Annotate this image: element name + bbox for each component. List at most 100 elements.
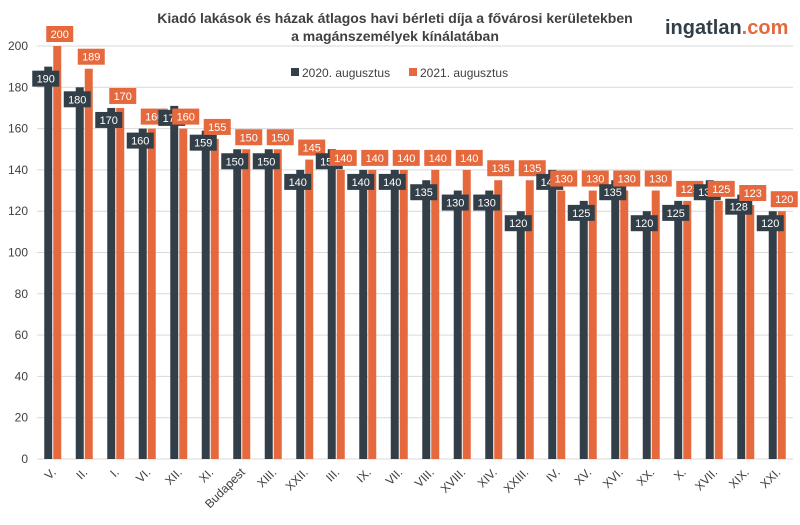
bar-2020-12	[422, 180, 431, 459]
y-axis: 0 20 40 60 80 100 120 140 160 180 200	[8, 39, 28, 466]
x-tick-label-21: XVII.	[692, 465, 720, 493]
bar-2021-6	[242, 149, 251, 459]
data-label-2021-11: 140	[397, 153, 415, 165]
data-label-bg-2020-15	[504, 215, 532, 232]
data-label-2020-2: 170	[100, 115, 118, 127]
data-label-bg-2021-11	[392, 149, 420, 166]
bar-2020-5	[201, 130, 210, 460]
gridlines	[37, 45, 793, 460]
x-tick-label-7: XIII.	[254, 465, 279, 490]
data-label-bg-2021-18	[613, 170, 641, 187]
data-label-bg-2020-23	[756, 215, 784, 232]
x-tick-label-10: IX.	[354, 465, 374, 485]
x-tick-label-5: XI.	[196, 465, 216, 485]
y-tick-label-120: 120	[8, 204, 28, 218]
bar-2021-15	[525, 180, 534, 459]
x-tick-label-14: XIV.	[475, 465, 500, 490]
x-tick-label-23: XXI.	[757, 465, 783, 491]
bar-2021-12	[431, 169, 440, 459]
data-label-2020-1: 180	[68, 94, 86, 106]
data-label-bg-2021-8	[298, 139, 326, 156]
bar-2020-1	[75, 87, 84, 460]
x-axis: V. II. I. VI. XII. XI.Budapest XIII. XXII. III. I…	[42, 465, 784, 511]
y-tick-label-140: 140	[8, 163, 28, 177]
bars	[44, 46, 786, 460]
data-label-2021-6: 150	[240, 132, 258, 144]
bar-2020-0	[44, 66, 53, 460]
chart-title-line-1: Kiadó lakások és házak átlagos havi bérl…	[157, 10, 632, 26]
data-label-2021-1: 189	[82, 52, 100, 64]
data-label-2020-11: 140	[383, 177, 401, 189]
data-label-2021-14: 135	[492, 163, 510, 175]
data-label-bg-2020-12	[410, 184, 438, 201]
bar-2021-17	[588, 190, 597, 460]
bar-2020-21	[705, 180, 714, 459]
data-label-2020-10: 140	[352, 177, 370, 189]
bar-2020-2	[107, 107, 116, 459]
x-tick-label-1: II.	[73, 465, 90, 482]
data-label-2020-0: 190	[37, 74, 55, 86]
bar-2020-10	[359, 169, 368, 459]
data-label-2020-15: 120	[509, 218, 527, 230]
data-label-2020-14: 130	[478, 198, 496, 210]
bar-2021-0	[53, 46, 62, 459]
data-label-bg-2021-12	[424, 149, 452, 166]
bar-2020-4	[170, 105, 179, 459]
legend-swatch-2021	[409, 68, 417, 76]
x-tick-label-22: XIX.	[726, 465, 752, 491]
data-label-2021-8: 145	[303, 143, 321, 155]
bar-2020-17	[579, 200, 588, 459]
data-label-2021-22: 123	[744, 188, 762, 200]
data-label-2021-17: 130	[586, 174, 604, 186]
y-tick-label-20: 20	[15, 411, 29, 425]
x-tick-label-13: XVIII.	[438, 465, 469, 496]
y-tick-label-160: 160	[8, 122, 28, 136]
bar-2021-19	[651, 190, 660, 460]
y-tick-label-200: 200	[8, 39, 28, 53]
legend: 2020. augusztus 2021. augusztus	[291, 66, 508, 80]
bar-2020-15	[516, 211, 525, 459]
legend-label-2021: 2021. augusztus	[420, 66, 508, 80]
data-label-2021-9: 140	[334, 153, 352, 165]
data-label-2021-16: 130	[555, 174, 573, 186]
bar-2020-22	[737, 194, 746, 459]
data-label-bg-2020-0	[32, 70, 60, 87]
data-label-2020-13: 130	[446, 198, 464, 210]
x-tick-label-17: XV.	[572, 465, 595, 488]
data-label-2020-8: 140	[289, 177, 307, 189]
data-label-2020-17: 125	[572, 208, 590, 220]
y-tick-label-40: 40	[15, 369, 29, 383]
x-tick-label-12: VIII.	[412, 465, 437, 490]
x-tick-label-2: I.	[107, 465, 122, 480]
data-label-bg-2020-10	[347, 173, 375, 190]
bar-2020-7	[264, 149, 273, 459]
bar-2020-14	[485, 190, 494, 460]
x-tick-label-19: XX.	[634, 465, 658, 489]
data-label-2020-5: 159	[194, 138, 212, 150]
data-label-bg-2021-5	[203, 118, 231, 135]
bar-2020-19	[642, 211, 651, 459]
data-label-2020-20: 125	[667, 208, 685, 220]
data-label-bg-2021-13	[455, 149, 483, 166]
data-label-2020-19: 120	[635, 218, 653, 230]
data-label-2021-23: 120	[775, 194, 793, 206]
y-tick-label-0: 0	[21, 452, 28, 466]
bar-2020-9	[327, 149, 336, 459]
bar-2020-16	[548, 169, 557, 459]
data-label-bg-2020-22	[725, 198, 753, 215]
bar-2021-4	[179, 128, 188, 459]
bar-2020-8	[296, 169, 305, 459]
bar-2021-5	[210, 138, 219, 460]
data-label-2021-10: 140	[366, 153, 384, 165]
data-label-2020-7: 150	[257, 156, 275, 168]
x-tick-label-16: IV.	[543, 465, 563, 485]
x-tick-label-15: XXIII.	[501, 465, 532, 496]
data-label-bg-2021-23	[770, 191, 798, 208]
bar-2021-2	[116, 107, 125, 459]
x-tick-label-18: XVI.	[600, 465, 626, 491]
data-label-bg-2020-18	[599, 184, 627, 201]
bar-2021-11	[399, 169, 408, 459]
x-tick-label-20: X.	[671, 465, 689, 483]
bar-2021-21	[714, 200, 723, 459]
